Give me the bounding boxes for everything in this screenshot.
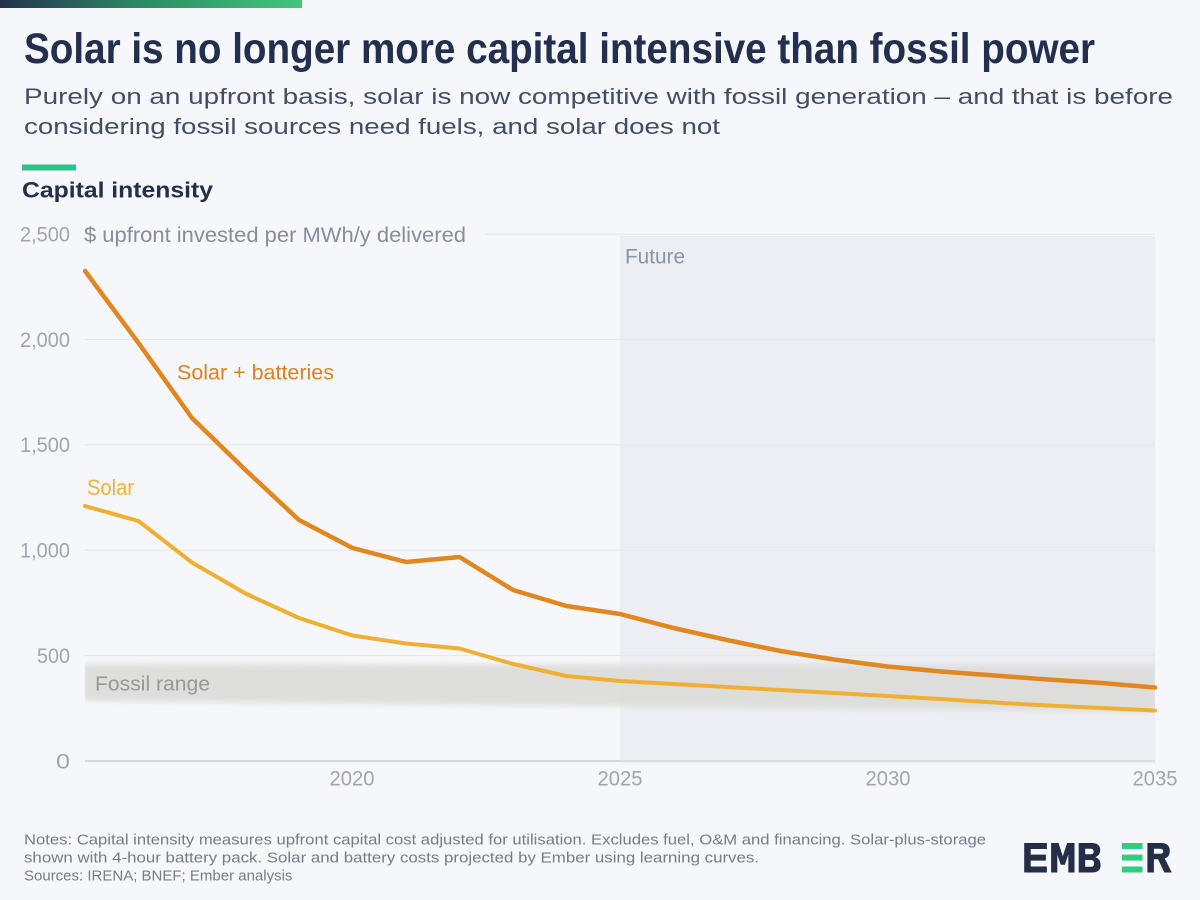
- svg-text:2035: 2035: [1133, 768, 1178, 791]
- svg-text:Fossil range: Fossil range: [95, 674, 210, 696]
- svg-text:2030: 2030: [866, 768, 911, 791]
- svg-text:1,500: 1,500: [20, 434, 70, 457]
- svg-text:Solar + batteries: Solar + batteries: [177, 362, 334, 385]
- svg-text:Purely on an upfront basis, so: Purely on an upfront basis, solar is now…: [24, 84, 1173, 109]
- svg-text:0: 0: [56, 750, 70, 773]
- svg-text:2,000: 2,000: [20, 329, 70, 352]
- svg-text:Notes: Capital intensity measu: Notes: Capital intensity measures upfron…: [24, 832, 986, 849]
- svg-text:Solar: Solar: [87, 475, 134, 500]
- svg-text:500: 500: [37, 645, 70, 668]
- svg-text:2,500: 2,500: [20, 224, 70, 247]
- svg-text:Solar is no longer more capita: Solar is no longer more capital intensiv…: [24, 25, 1095, 73]
- svg-text:1,000: 1,000: [20, 540, 70, 563]
- svg-text:Capital intensity: Capital intensity: [22, 178, 214, 203]
- svg-text:Sources: IRENA; BNEF; Ember an: Sources: IRENA; BNEF; Ember analysis: [24, 868, 292, 885]
- svg-text:2020: 2020: [330, 768, 375, 791]
- svg-text:$ upfront invested per MWh/y d: $ upfront invested per MWh/y delivered: [84, 224, 466, 247]
- svg-text:2025: 2025: [598, 768, 643, 791]
- svg-text:shown with 4-hour battery pack: shown with 4-hour battery pack. Solar an…: [24, 850, 759, 867]
- svg-text:considering fossil sources nee: considering fossil sources need fuels, a…: [24, 114, 721, 139]
- svg-text:Future: Future: [625, 245, 685, 269]
